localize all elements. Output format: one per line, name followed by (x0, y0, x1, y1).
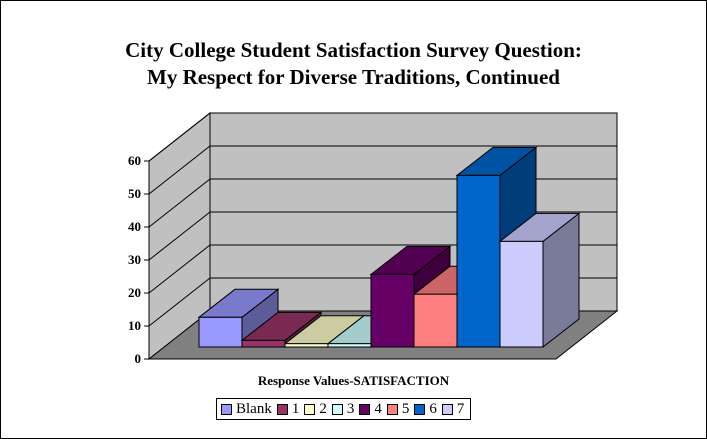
legend: Blank 1 2 3 4 5 6 7 (216, 398, 472, 420)
y-tick-label-20: 20 (128, 285, 141, 300)
legend-label: 6 (429, 400, 437, 417)
bar-4-front (370, 273, 415, 348)
legend-entry-2: 2 (304, 401, 327, 418)
y-tick-label-10: 10 (128, 318, 141, 333)
legend-swatch (331, 403, 343, 415)
legend-entry-blank: Blank (221, 401, 272, 418)
gridline-side-60 (148, 112, 211, 162)
gridline-side-30 (148, 211, 211, 261)
legend-label: 4 (374, 400, 382, 417)
bar-6-front (456, 174, 501, 348)
bar-blank-front (198, 316, 243, 348)
legend-entry-5: 5 (386, 400, 410, 418)
legend-swatch (304, 403, 316, 415)
y-tick-label-40: 40 (128, 219, 141, 234)
chart-title-line-2: My Respect for Diverse Traditions, Conti… (147, 65, 560, 89)
legend-label: 2 (319, 400, 327, 417)
gridline-side-50 (148, 145, 211, 195)
chart-title: City College Student Satisfaction Survey… (1, 37, 706, 91)
legend-label: 5 (401, 400, 410, 417)
legend-swatch (386, 403, 398, 415)
legend-swatch (276, 403, 288, 415)
bar-7-front (499, 240, 544, 348)
bar-5-front (413, 293, 458, 348)
legend-entry-4: 4 (359, 401, 382, 418)
legend-swatch (221, 403, 232, 415)
legend-swatch (359, 403, 371, 415)
gridline-side-10 (148, 277, 211, 327)
y-tick-label-60: 60 (128, 153, 141, 168)
gridline-side-20 (148, 244, 211, 294)
legend-label: Blank (236, 400, 272, 417)
y-tick-label-50: 50 (128, 186, 141, 201)
legend-label: 3 (346, 400, 355, 417)
gridline-side-40 (148, 178, 211, 228)
legend-entry-1: 1 (276, 400, 300, 418)
chart-title-line-1: City College Student Satisfaction Survey… (125, 38, 582, 62)
legend-label: 7 (456, 400, 465, 417)
legend-swatch (414, 403, 426, 415)
legend-entry-3: 3 (331, 400, 355, 418)
bar-2-front (284, 343, 329, 348)
bar-3-front (327, 343, 372, 348)
legend-label: 1 (291, 400, 300, 417)
legend-entry-7: 7 (441, 400, 465, 418)
y-tick-label-30: 30 (128, 252, 141, 267)
legend-swatch (441, 403, 453, 415)
legend-entry-6: 6 (414, 401, 437, 418)
y-tick-label-0: 0 (135, 351, 142, 366)
x-axis-label: Response Values-SATISFACTION (257, 373, 450, 388)
bar-1-front (241, 339, 286, 348)
